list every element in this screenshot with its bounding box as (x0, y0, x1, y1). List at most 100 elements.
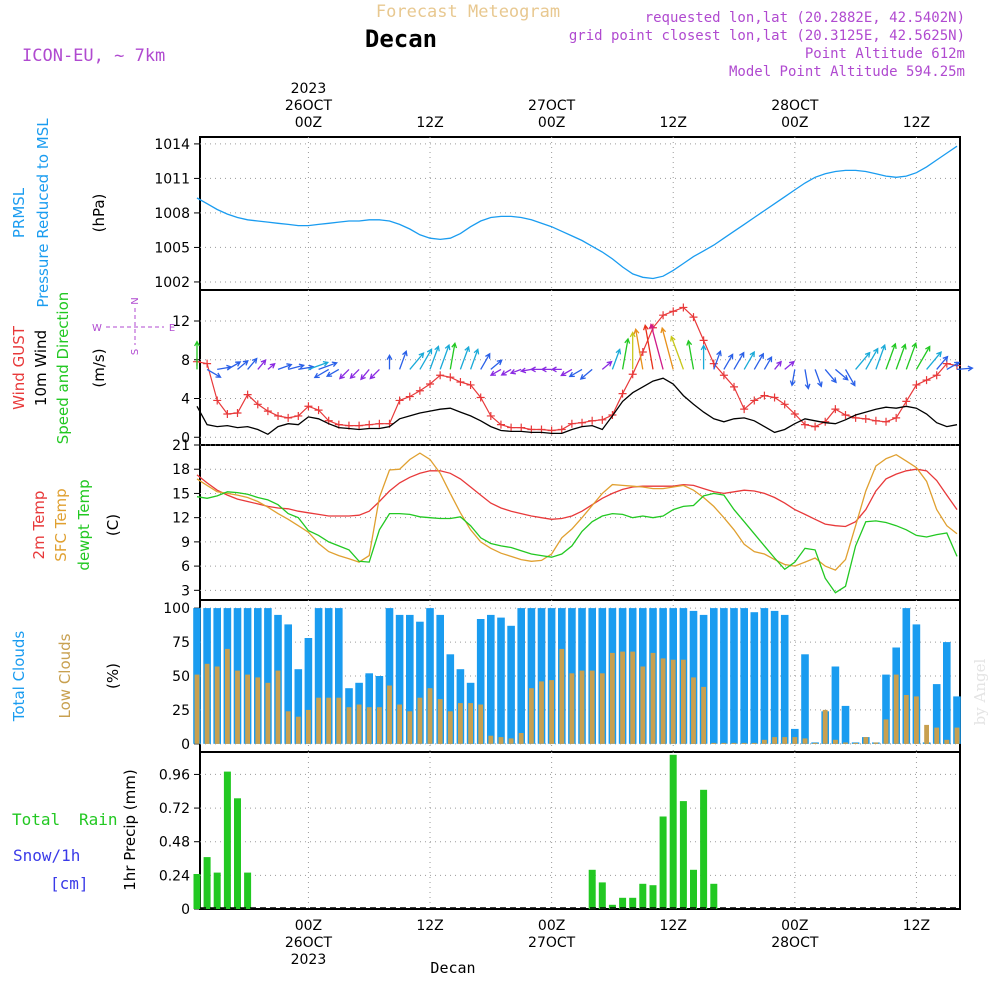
low-clouds-bar (782, 737, 788, 744)
temp-sfc-label: SFC Temp (52, 488, 70, 561)
low-clouds-bar (589, 670, 595, 744)
rain-bar (679, 801, 687, 909)
total-clouds-bar (841, 705, 850, 744)
low-clouds-bar (741, 742, 747, 744)
wind-direction-arrow (500, 368, 512, 376)
top-time-label: 12Z (903, 115, 930, 131)
wind-gust-marker (618, 389, 627, 398)
low-clouds-bar (529, 688, 534, 744)
wind-gust-marker (263, 407, 272, 416)
temperature-ytick-label: 15 (172, 486, 190, 502)
total-clouds-bar (537, 608, 546, 744)
total-clouds-bar (780, 614, 789, 744)
wind-gust-marker (719, 371, 728, 380)
top-time-label: 12Z (416, 115, 443, 131)
low-clouds-bar (518, 733, 524, 744)
top-time-label: 00Z (538, 115, 565, 131)
top-time-label: 2023 (291, 81, 327, 97)
wind-direction-arrow (490, 359, 503, 370)
panel-frames (199, 136, 961, 910)
wind-direction-arrow (784, 360, 796, 370)
wind-gust-marker (395, 396, 404, 405)
bottom-time-label: 00Z (295, 918, 322, 934)
precip-unit-label: 1hr Precip (mm) (121, 769, 139, 890)
total-clouds-bar (426, 608, 434, 744)
wind-direction-arrow (206, 368, 222, 378)
top-time-label: 00Z (781, 115, 808, 131)
wind-direction-arrow (621, 337, 631, 370)
grid-point-coords: grid point closest lon,lat (20.3125E, 42… (569, 28, 965, 44)
total-clouds-bar (446, 654, 455, 744)
total-clouds-bar (324, 608, 333, 744)
wind-direction-arrow (318, 361, 338, 371)
wind-direction-arrow (670, 335, 685, 370)
total-clouds-bar (902, 608, 911, 744)
total-clouds-bar (436, 614, 444, 744)
wind-direction-arrow (237, 359, 249, 370)
wind-direction-arrow (419, 348, 433, 370)
wind-gust-marker (203, 359, 212, 368)
pressure-ytick-label: 1002 (154, 275, 190, 291)
low-clouds-bar (630, 651, 636, 744)
precip-ytick-label: 0.48 (159, 835, 190, 851)
wind-direction-arrow (540, 366, 552, 373)
top-time-label: 28OCT (771, 98, 819, 114)
wind-gust-marker (932, 371, 941, 380)
snow-label: Snow/1h (13, 846, 80, 865)
wind-gust-marker (588, 416, 597, 425)
pressure-ytick-label: 1008 (154, 206, 190, 222)
wind-direction-arrow (579, 368, 593, 380)
low-clouds-bar (285, 711, 291, 744)
wind-gust-marker (902, 397, 911, 406)
low-clouds-bar (417, 697, 423, 744)
wind-direction-arrow (338, 368, 350, 380)
rain-bar (203, 857, 211, 909)
wind-direction-arrow (834, 368, 849, 381)
rain-bar (710, 883, 718, 909)
wind-gust-marker (426, 379, 435, 388)
wind-gust-marker (415, 386, 424, 395)
point-altitude: Point Altitude 612m (805, 46, 965, 62)
bottom-time-label: 12Z (903, 918, 930, 934)
wind-direction-arrow (686, 339, 695, 370)
total-clouds-bar (497, 617, 505, 744)
total-clouds-bar (750, 612, 759, 744)
prmsl-line (196, 145, 958, 280)
total-clouds-label: Total Clouds (10, 631, 28, 723)
wind-direction-arrow (550, 366, 562, 373)
total-clouds-bar (720, 608, 728, 744)
prmsl-label: PRMSL (10, 187, 28, 238)
plot-layer (192, 145, 974, 910)
wind-direction-arrow (936, 355, 949, 370)
wind-direction-arrow (629, 331, 636, 370)
rain-bar (700, 789, 708, 909)
rain-bar (193, 874, 201, 909)
wind-gust-marker (274, 411, 283, 420)
wind-gust-marker (831, 405, 840, 414)
low-clouds-bar (427, 688, 433, 744)
wind-direction-arrow (633, 327, 644, 370)
total-clouds-bar (770, 610, 779, 744)
wind-10m-label: 10m Wind (32, 330, 50, 406)
wind-gust-marker (486, 411, 495, 420)
bottom-time-label: 00Z (538, 918, 565, 934)
low-clouds-bar (853, 742, 858, 744)
wind-direction-arrow (804, 369, 811, 390)
bottom-time-label: 00Z (781, 918, 808, 934)
requested-coords: requested lon,lat (20.2882E, 42.5402N) (645, 10, 965, 26)
low-clouds-label: Low Clouds (56, 633, 74, 718)
precip-ytick-label: 0.72 (159, 801, 190, 817)
wind-gust-marker (598, 415, 607, 424)
low-clouds-bar (508, 738, 514, 744)
pressure-panel-labels: PRMSL Pressure Reduced to MSL (hPa) (10, 118, 108, 308)
wind-direction-arrow (459, 345, 471, 370)
wind-gust-marker (476, 393, 485, 402)
total-clouds-bar (801, 654, 809, 744)
wind-panel-labels: Wind GUST 10m Wind Speed and Direction (… (10, 292, 175, 445)
temp-2m-label: 2m Temp (30, 491, 48, 560)
wind-direction-arrow (398, 350, 408, 370)
low-clouds-bar (326, 697, 332, 744)
wind-gust-marker (365, 420, 374, 429)
pressure-unit-label: (hPa) (90, 194, 108, 233)
low-clouds-bar (478, 704, 484, 744)
